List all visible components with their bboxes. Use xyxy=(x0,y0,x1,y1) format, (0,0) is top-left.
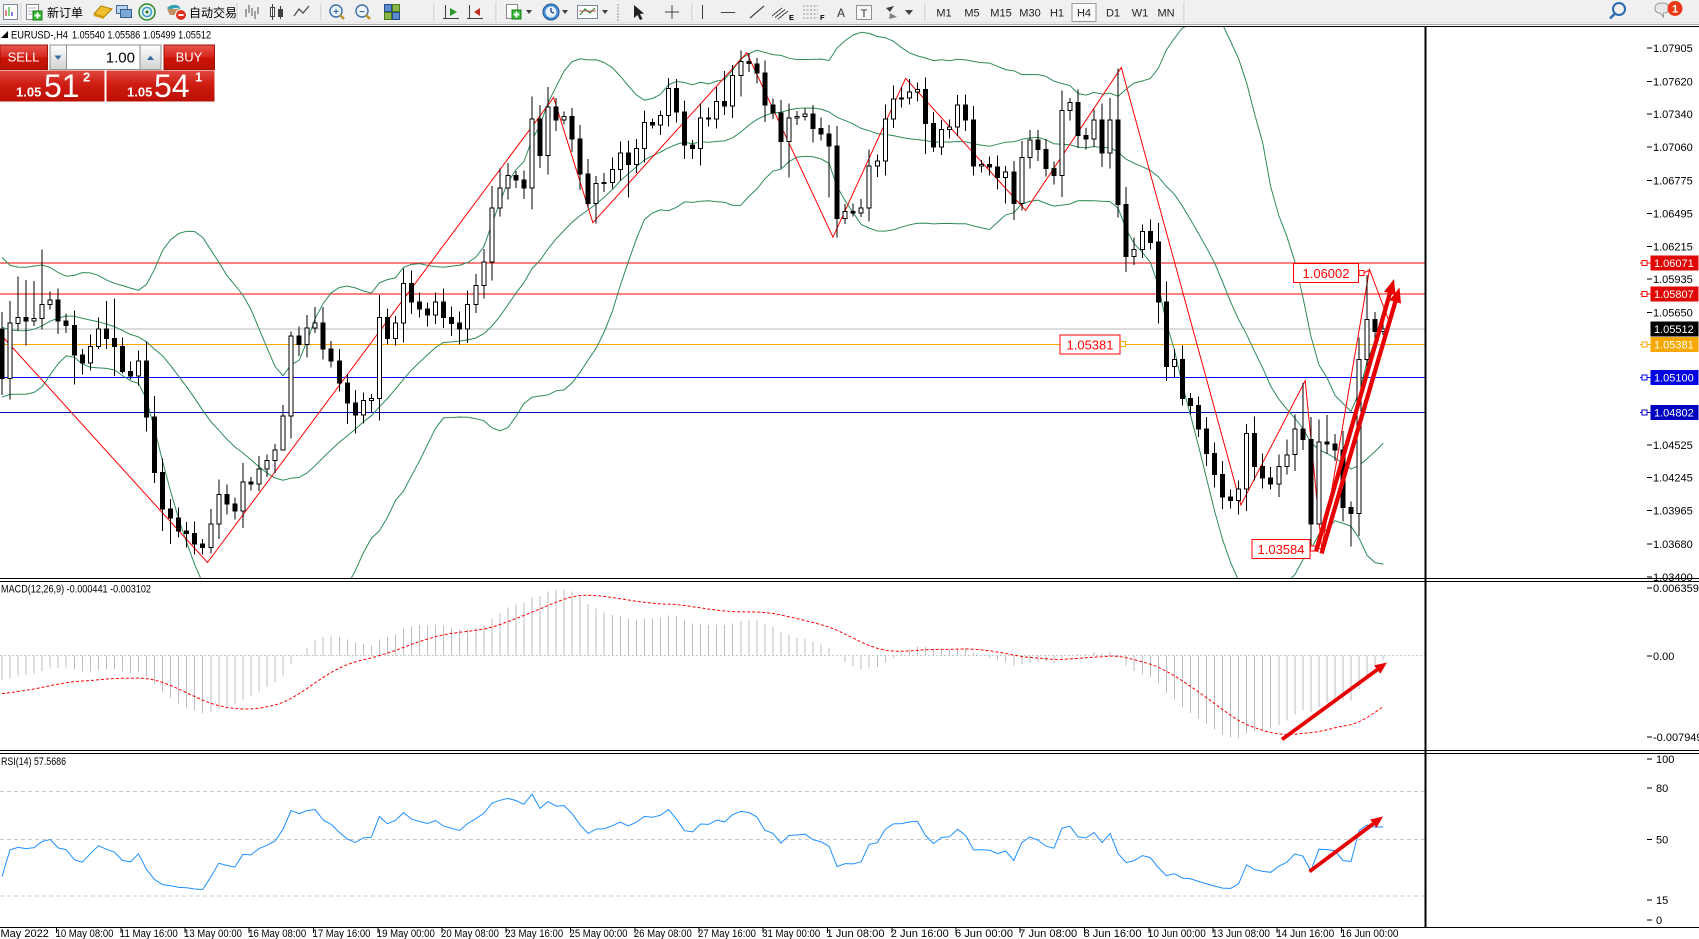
svg-text:15: 15 xyxy=(1656,895,1668,907)
svg-text:1.04802: 1.04802 xyxy=(1654,407,1694,419)
svg-text:1.07340: 1.07340 xyxy=(1653,109,1693,121)
svg-text:D1: D1 xyxy=(1106,8,1120,20)
svg-text:EURUSD-,H4: EURUSD-,H4 xyxy=(11,30,68,42)
svg-text:51: 51 xyxy=(44,68,80,104)
svg-text:16 May 08:00: 16 May 08:00 xyxy=(248,928,306,939)
svg-text:6 Jun 00:00: 6 Jun 00:00 xyxy=(955,928,1013,939)
svg-text:1.03680: 1.03680 xyxy=(1653,539,1693,551)
svg-text:19 May 00:00: 19 May 00:00 xyxy=(377,928,435,939)
svg-text:1.03965: 1.03965 xyxy=(1653,506,1693,518)
svg-text:54: 54 xyxy=(154,68,190,104)
svg-text:25 May 00:00: 25 May 00:00 xyxy=(570,928,628,939)
svg-text:T: T xyxy=(861,8,868,20)
svg-text:26 May 08:00: 26 May 08:00 xyxy=(634,928,692,939)
svg-text:1.05100: 1.05100 xyxy=(1654,372,1694,384)
svg-text:1.03400: 1.03400 xyxy=(1653,572,1693,584)
svg-text:W1: W1 xyxy=(1132,8,1149,20)
svg-text:1.06071: 1.06071 xyxy=(1654,258,1694,270)
svg-text:1.07620: 1.07620 xyxy=(1653,76,1693,88)
svg-text:80: 80 xyxy=(1656,783,1668,795)
svg-text:新订单: 新订单 xyxy=(47,5,83,20)
svg-text:H4: H4 xyxy=(1077,8,1091,20)
svg-text:1.05: 1.05 xyxy=(127,85,152,100)
svg-text:1.05512: 1.05512 xyxy=(1654,324,1694,336)
svg-text:+: + xyxy=(333,7,339,18)
svg-text:27 May 16:00: 27 May 16:00 xyxy=(698,928,756,939)
svg-text:M1: M1 xyxy=(936,8,951,20)
svg-text:1.05: 1.05 xyxy=(16,85,41,100)
svg-text:0.00: 0.00 xyxy=(1653,651,1674,663)
svg-text:23 May 16:00: 23 May 16:00 xyxy=(505,928,563,939)
svg-text:1.05807: 1.05807 xyxy=(1654,289,1694,301)
svg-text:7 Jun 08:00: 7 Jun 08:00 xyxy=(1019,928,1077,939)
svg-text:F: F xyxy=(820,13,825,22)
svg-text:50: 50 xyxy=(1656,835,1668,847)
svg-text:1.06775: 1.06775 xyxy=(1653,176,1693,188)
svg-text:BUY: BUY xyxy=(176,50,203,65)
svg-text:13 Jun 08:00: 13 Jun 08:00 xyxy=(1212,928,1270,939)
svg-text:A: A xyxy=(837,6,845,20)
svg-text:20 May 08:00: 20 May 08:00 xyxy=(441,928,499,939)
svg-text:May 2022: May 2022 xyxy=(1,928,49,939)
svg-text:0.006359: 0.006359 xyxy=(1653,583,1699,595)
svg-text:1.06495: 1.06495 xyxy=(1653,209,1693,221)
svg-text:SELL: SELL xyxy=(8,50,40,65)
svg-text:1.03584: 1.03584 xyxy=(1258,542,1305,557)
svg-text:1.04245: 1.04245 xyxy=(1653,473,1693,485)
svg-text:M5: M5 xyxy=(964,8,979,20)
svg-text:M30: M30 xyxy=(1019,8,1040,20)
svg-text:1 Jun 08:00: 1 Jun 08:00 xyxy=(827,928,885,939)
svg-text:1.07905: 1.07905 xyxy=(1653,43,1693,55)
svg-text:1: 1 xyxy=(195,70,202,85)
svg-text:11 May 16:00: 11 May 16:00 xyxy=(120,928,178,939)
svg-text:16 Jun 00:00: 16 Jun 00:00 xyxy=(1341,928,1399,939)
svg-text:2: 2 xyxy=(83,70,90,85)
svg-text:1.04525: 1.04525 xyxy=(1653,440,1693,452)
svg-text:1.00: 1.00 xyxy=(106,50,135,67)
svg-text:1.05381: 1.05381 xyxy=(1654,339,1694,351)
svg-text:31 May 00:00: 31 May 00:00 xyxy=(762,928,820,939)
svg-text:0: 0 xyxy=(1656,915,1662,927)
svg-text:1.05540 1.05586 1.05499 1.0551: 1.05540 1.05586 1.05499 1.05512 xyxy=(72,30,211,42)
svg-text:RSI(14) 57.5686: RSI(14) 57.5686 xyxy=(1,756,66,768)
svg-text:1.07060: 1.07060 xyxy=(1653,142,1693,154)
svg-text:14 Jun 16:00: 14 Jun 16:00 xyxy=(1276,928,1334,939)
svg-text:1.05381: 1.05381 xyxy=(1067,338,1114,353)
svg-text:17 May 16:00: 17 May 16:00 xyxy=(313,928,371,939)
svg-text:1.05650: 1.05650 xyxy=(1653,308,1693,320)
svg-text:10 May 08:00: 10 May 08:00 xyxy=(56,928,114,939)
svg-text:-0.007949: -0.007949 xyxy=(1653,732,1699,744)
svg-text:−: − xyxy=(359,7,365,18)
svg-text:1: 1 xyxy=(1672,4,1678,16)
svg-text:自动交易: 自动交易 xyxy=(189,5,237,20)
svg-text:M15: M15 xyxy=(990,8,1011,20)
svg-text:2 Jun 16:00: 2 Jun 16:00 xyxy=(891,928,949,939)
svg-text:13 May 00:00: 13 May 00:00 xyxy=(184,928,242,939)
svg-text:1.06215: 1.06215 xyxy=(1653,241,1693,253)
svg-text:E: E xyxy=(789,13,794,22)
svg-text:8 Jun 16:00: 8 Jun 16:00 xyxy=(1084,928,1142,939)
svg-text:1.05935: 1.05935 xyxy=(1653,274,1693,286)
svg-text:H1: H1 xyxy=(1050,8,1064,20)
svg-text:100: 100 xyxy=(1656,754,1674,766)
svg-text:1.06002: 1.06002 xyxy=(1303,266,1350,281)
svg-text:10 Jun 00:00: 10 Jun 00:00 xyxy=(1148,928,1206,939)
svg-text:MACD(12,26,9) -0.000441 -0.003: MACD(12,26,9) -0.000441 -0.003102 xyxy=(1,584,151,596)
svg-text:MN: MN xyxy=(1157,8,1174,20)
